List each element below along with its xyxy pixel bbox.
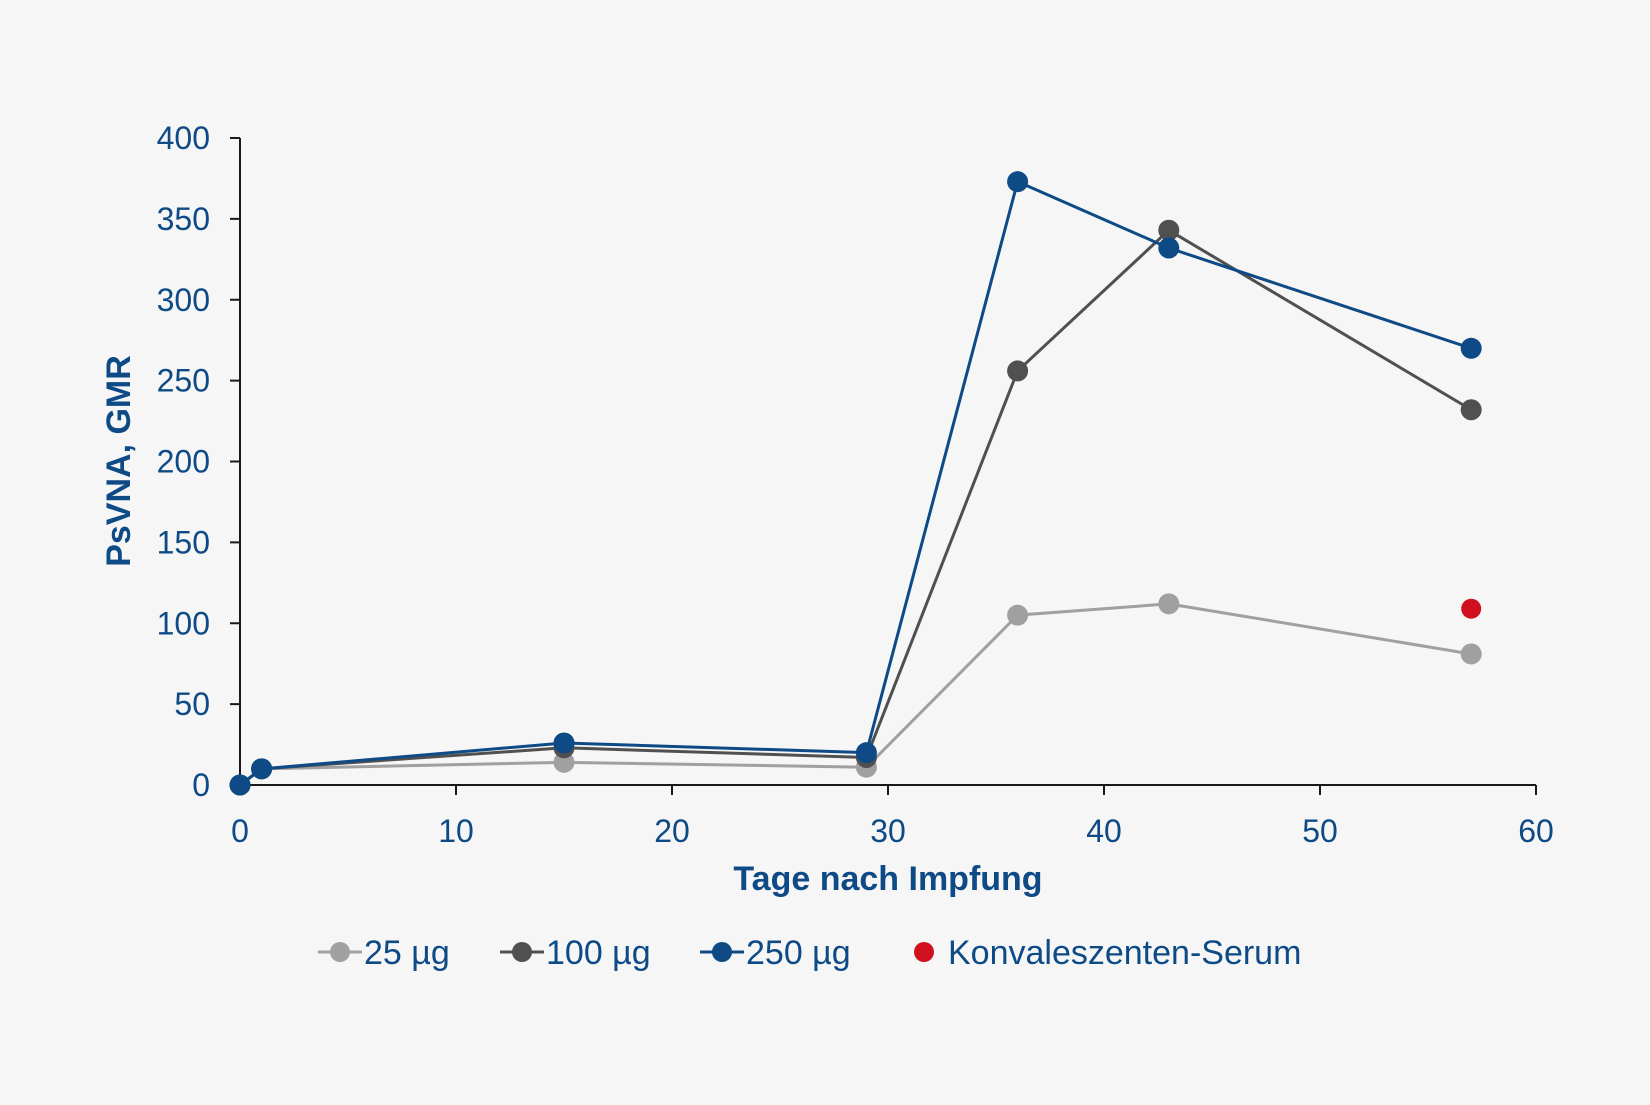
data-point	[855, 742, 877, 764]
legend-label: 250 µg	[746, 934, 851, 972]
data-point	[1158, 593, 1180, 615]
data-point	[1460, 399, 1482, 421]
x-tick-label: 0	[231, 813, 249, 849]
legend-marker	[914, 942, 934, 962]
data-point	[1007, 604, 1029, 626]
series	[229, 219, 1482, 796]
x-tick-label: 40	[1086, 813, 1122, 849]
y-axis-title: PsVNA, GMR	[100, 355, 138, 567]
x-tick-label: 60	[1518, 813, 1554, 849]
legend-item: 25 µg	[318, 934, 450, 972]
data-point	[1007, 360, 1029, 382]
y-tick-label: 400	[157, 120, 210, 156]
y-tick-label: 0	[192, 767, 210, 803]
y-tick-label: 300	[157, 282, 210, 318]
y-tick-label: 50	[174, 686, 210, 722]
series	[229, 171, 1482, 796]
data-point	[229, 774, 251, 796]
data-point	[1460, 337, 1482, 359]
y-tick-label: 150	[157, 524, 210, 560]
legend-item: 250 µg	[700, 934, 851, 972]
series	[1461, 598, 1482, 619]
legend-item: Konvaleszenten-Serum	[914, 934, 1301, 972]
legend-label: 25 µg	[364, 934, 450, 972]
y-tick-label: 250	[157, 363, 210, 399]
x-tick-label: 50	[1302, 813, 1338, 849]
legend: 25 µg 100 µg 250 µg Konvaleszenten-Serum	[318, 934, 1301, 972]
legend-label: 100 µg	[546, 934, 651, 972]
x-tick-label: 10	[438, 813, 474, 849]
data-point	[251, 758, 273, 780]
series	[229, 593, 1482, 796]
y-tick-label: 100	[157, 605, 210, 641]
legend-item: 100 µg	[500, 934, 651, 972]
data-point	[1461, 598, 1482, 619]
legend-marker	[330, 942, 350, 962]
data-point	[553, 751, 575, 773]
legend-marker	[512, 942, 532, 962]
data-point	[1158, 237, 1180, 259]
data-point	[1007, 171, 1029, 193]
axes: 0 50 100 150 200 250 300 350 400 0 10 20 30 40 50 60	[157, 120, 1554, 849]
series-line	[239, 180, 1472, 787]
data-point	[1158, 219, 1180, 241]
x-axis-title: Tage nach Impfung	[733, 860, 1042, 898]
legend-marker	[712, 942, 732, 962]
series-line	[239, 228, 1472, 787]
legend-label: Konvaleszenten-Serum	[948, 934, 1301, 972]
y-tick-label: 200	[157, 444, 210, 480]
x-tick-label: 30	[870, 813, 906, 849]
x-tick-label: 20	[654, 813, 690, 849]
data-point	[1460, 643, 1482, 665]
y-tick-label: 350	[157, 201, 210, 237]
data-point	[553, 732, 575, 754]
series-layer	[229, 171, 1482, 796]
